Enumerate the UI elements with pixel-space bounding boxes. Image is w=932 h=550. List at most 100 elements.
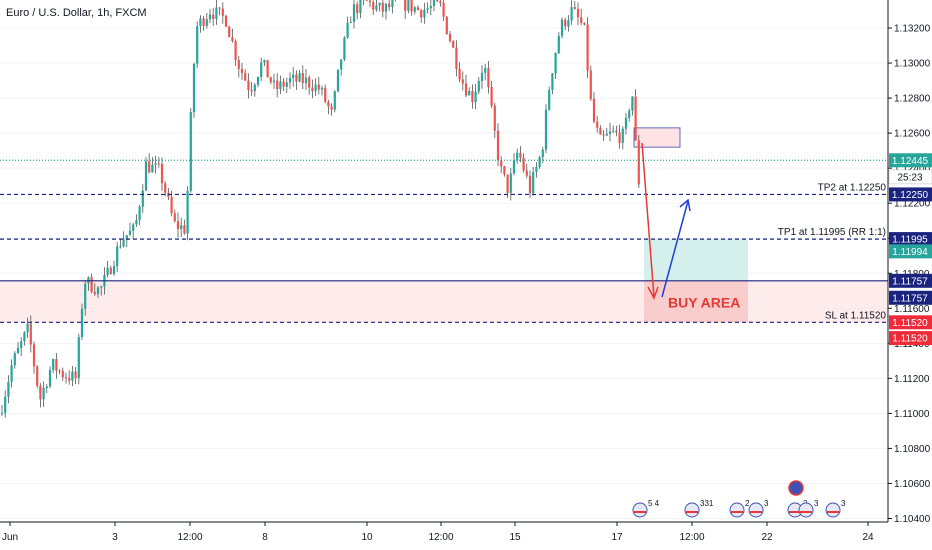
candle-body: [320, 87, 324, 90]
candle-body: [474, 91, 477, 103]
candle-body: [589, 70, 592, 99]
candle-body: [93, 291, 96, 295]
candle-body: [564, 19, 567, 27]
x-tick-label: 17: [611, 532, 623, 543]
grid: [0, 27, 888, 519]
candle-body: [615, 130, 618, 133]
entry-box: [633, 127, 681, 148]
candle-body: [544, 109, 548, 150]
candle-body: [624, 117, 628, 129]
candle-body: [538, 157, 541, 168]
candle-body: [64, 377, 68, 379]
candle-body: [68, 378, 71, 381]
y-tick-label: 1.13000: [894, 59, 931, 70]
y-tick-label: 1.11000: [894, 409, 930, 420]
candle-body: [407, 0, 410, 11]
candle-body: [541, 149, 544, 158]
candle-body: [109, 267, 112, 274]
candle-body: [240, 68, 244, 74]
candle-body: [272, 80, 276, 83]
candle-body: [36, 366, 39, 386]
candle-body: [144, 161, 148, 191]
candle-body: [605, 133, 608, 136]
candle-body: [432, 0, 436, 6]
candle-body: [452, 41, 455, 48]
candle-body: [548, 89, 551, 110]
candle-body: [532, 171, 535, 194]
candle-body: [324, 87, 327, 102]
price-tag-bg: [888, 169, 932, 185]
candle-body: [336, 69, 340, 92]
candle-body: [301, 73, 304, 84]
up-arrow-line: [661, 200, 689, 298]
candle-body: [512, 160, 516, 174]
x-tick-label: 8: [262, 532, 268, 543]
x-tick-label: 12:00: [177, 532, 202, 543]
x-tick-label: 22: [761, 532, 773, 543]
candle-body: [468, 90, 471, 96]
candle-body: [132, 224, 135, 231]
candle-body: [448, 34, 452, 42]
candle-body: [183, 225, 186, 234]
candle-body: [359, 0, 362, 14]
event-count: 3: [814, 499, 819, 508]
candle-body: [413, 7, 416, 12]
event-flag-icon: [748, 502, 764, 518]
y-tick-label: 1.12600: [894, 129, 931, 140]
candle-body: [160, 163, 164, 184]
chart-title: Euro / U.S. Dollar, 1h, FXCM: [6, 7, 147, 19]
candle-body: [282, 81, 285, 87]
candle-body: [106, 267, 109, 276]
candle-body: [122, 239, 125, 247]
candle-body: [295, 74, 298, 82]
price-tag-bg: [889, 153, 932, 168]
candle-body: [384, 3, 388, 12]
candle-body: [212, 14, 215, 19]
candle-body: [570, 7, 573, 21]
x-axis-ticks: Jun 3 12:00 8 10 12:00 15 17 12:00 22 24: [2, 522, 874, 543]
candle-body: [157, 163, 160, 165]
candle-body: [461, 79, 464, 84]
candle-body: [215, 7, 218, 19]
candle-body: [436, 0, 439, 2]
candle-body: [13, 353, 16, 366]
candle-body: [416, 7, 420, 10]
candle-body: [634, 96, 637, 141]
candle-body: [404, 0, 407, 11]
event-count: 331: [700, 499, 714, 508]
candle-body: [208, 14, 212, 20]
candle-body: [112, 266, 116, 274]
candle-body: [375, 5, 378, 10]
candle-body: [39, 385, 42, 400]
event-flag-icon: [825, 502, 841, 518]
event-upcoming-icon: [788, 480, 804, 496]
candle-body: [196, 26, 199, 64]
candle-body: [180, 225, 183, 229]
economic-events: 5 433123233: [632, 480, 846, 518]
y-tick-label: 1.10800: [894, 444, 931, 455]
candle-body: [410, 0, 413, 12]
candle-body: [298, 73, 301, 82]
candle-body: [525, 170, 528, 176]
candle-body: [23, 332, 26, 342]
candle-body: [522, 157, 525, 171]
candle-body: [176, 221, 180, 229]
candle-body: [506, 174, 509, 193]
candle-body: [368, 0, 372, 3]
down-arrow-head: [647, 286, 659, 300]
candle-body: [269, 77, 272, 83]
candle-body: [16, 347, 20, 354]
candle-body: [234, 40, 237, 61]
event-flag-icon: [632, 502, 648, 518]
candle-body: [317, 84, 320, 90]
candle-body: [45, 386, 48, 388]
candle-body: [250, 90, 253, 92]
candle-body: [202, 18, 205, 26]
candle-body: [32, 344, 36, 367]
candle-body: [84, 283, 87, 309]
candle-body: [333, 91, 336, 110]
axes: [0, 0, 889, 523]
candle-body: [42, 387, 45, 400]
